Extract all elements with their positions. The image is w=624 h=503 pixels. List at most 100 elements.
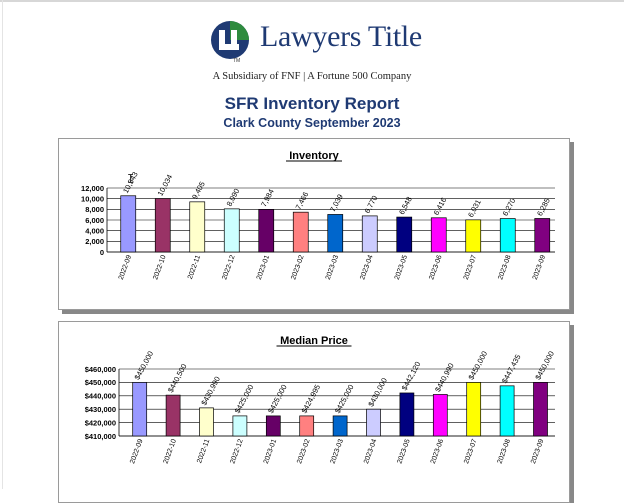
trademark-mark: TM — [233, 58, 241, 64]
x-tick-label: 2023-02 — [296, 438, 311, 465]
bar — [299, 415, 315, 437]
x-tick-label: 2022-09 — [129, 438, 144, 465]
data-label: $424,995 — [300, 383, 323, 415]
x-tick-label: 2023-07 — [463, 254, 478, 281]
x-tick-label: 2023-04 — [359, 254, 374, 281]
y-tick-label: 6,000 — [85, 216, 104, 225]
data-label: $450,000 — [467, 349, 490, 381]
bar — [258, 209, 275, 253]
bar — [533, 382, 548, 437]
bar — [165, 394, 181, 437]
bar — [499, 218, 516, 253]
bar — [332, 415, 348, 437]
bar — [232, 415, 248, 437]
brand-name: Lawyers Title — [260, 20, 422, 53]
brand-logo: TM Lawyers Title — [208, 18, 438, 66]
lawyers-title-logo-icon — [211, 21, 249, 59]
x-tick-label: 2023-05 — [396, 438, 411, 465]
data-label: 6,031 — [466, 198, 483, 219]
bar — [430, 217, 447, 253]
bar — [534, 218, 551, 253]
bar — [465, 219, 482, 253]
x-tick-label: 2022-12 — [229, 438, 244, 465]
x-tick-label: 2022-12 — [221, 254, 236, 281]
x-tick-label: 2022-09 — [118, 254, 133, 281]
data-label: 9,405 — [190, 180, 207, 201]
data-label: $450,000 — [133, 349, 156, 381]
data-label: 6,548 — [397, 195, 414, 216]
x-tick-label: 2022-10 — [152, 254, 167, 281]
y-tick-label: $430,000 — [85, 405, 116, 414]
x-tick-label: 2022-11 — [196, 438, 211, 464]
x-tick-label: 2023-07 — [463, 438, 478, 465]
y-tick-label: $420,000 — [85, 418, 116, 427]
bar — [396, 216, 413, 253]
text-cursor-icon: I — [127, 172, 135, 186]
data-label: $430,000 — [366, 376, 389, 408]
y-tick-label: 12,000 — [81, 184, 104, 193]
bar — [154, 198, 171, 253]
x-tick-label: 2022-10 — [163, 438, 178, 465]
median-price-chart: Median Price $410,000 $420,000 $430,000 $440… — [85, 335, 556, 465]
x-tick-label: 2023-06 — [428, 254, 443, 281]
subsidiary-line: A Subsidiary of FNF | A Fortune 500 Comp… — [212, 71, 412, 82]
data-label: 10,034 — [156, 173, 175, 197]
top-border — [0, 0, 624, 2]
bar — [189, 201, 206, 253]
report-subtitle: Clark County September 2023 — [223, 116, 401, 130]
data-label: $425,000 — [233, 383, 256, 415]
bar — [199, 407, 214, 437]
y-tick-label: $450,000 — [85, 378, 116, 387]
bar — [399, 392, 415, 437]
data-label: $450,000 — [533, 349, 556, 381]
data-label: 7,984 — [259, 188, 276, 209]
data-label: $425,000 — [266, 383, 289, 415]
bar — [223, 208, 240, 253]
data-label: $442,120 — [400, 360, 423, 392]
data-label: 6,270 — [501, 197, 518, 218]
left-border — [2, 0, 3, 489]
chart-title: Inventory — [289, 150, 339, 162]
x-tick-label: 2023-04 — [363, 438, 378, 465]
bar — [292, 211, 309, 253]
inventory-chart-panel: Inventory 0 2,000 4,000 6,000 8,000 10,000 12,0… — [58, 138, 570, 310]
data-label: 6,416 — [432, 196, 449, 217]
bar — [361, 215, 378, 253]
y-tick-label: 8,000 — [85, 205, 104, 214]
y-tick-label: 10,000 — [81, 194, 104, 203]
data-label: 8,090 — [225, 187, 242, 208]
y-tick-label: $410,000 — [85, 432, 116, 441]
y-tick-label: 4,000 — [85, 226, 104, 235]
x-tick-label: 2023-09 — [530, 438, 545, 465]
x-tick-label: 2023-01 — [256, 254, 271, 281]
bar — [366, 408, 381, 437]
x-tick-label: 2023-05 — [394, 254, 409, 281]
bar — [120, 195, 137, 253]
median-price-chart-panel: Median Price $410,000 $420,000 $430,000 $440… — [58, 321, 570, 503]
x-tick-label: 2022-11 — [187, 254, 202, 280]
report-title: SFR Inventory Report — [224, 94, 400, 113]
data-label: $430,990 — [199, 375, 222, 407]
data-label: $440,990 — [433, 362, 456, 394]
data-label: 6,285 — [535, 197, 552, 218]
bar — [432, 394, 448, 437]
x-tick-label: 2023-03 — [330, 438, 345, 465]
data-label: 7,466 — [294, 190, 311, 211]
x-tick-label: 2023-08 — [497, 254, 512, 281]
data-label: $425,000 — [333, 383, 356, 415]
x-tick-label: 2023-03 — [325, 254, 340, 281]
data-label: 7,039 — [328, 193, 345, 214]
bar — [499, 385, 515, 437]
x-tick-label: 2023-01 — [263, 438, 278, 465]
y-tick-label: 2,000 — [85, 237, 104, 246]
bar — [327, 214, 344, 253]
x-tick-label: 2023-02 — [290, 254, 305, 281]
data-label: 6,770 — [363, 194, 380, 215]
x-tick-label: 2023-08 — [497, 438, 512, 465]
bar — [132, 382, 148, 437]
data-label: $440,500 — [166, 362, 189, 394]
bar — [265, 415, 281, 437]
x-tick-label: 2023-06 — [430, 438, 445, 465]
bar — [466, 382, 482, 437]
